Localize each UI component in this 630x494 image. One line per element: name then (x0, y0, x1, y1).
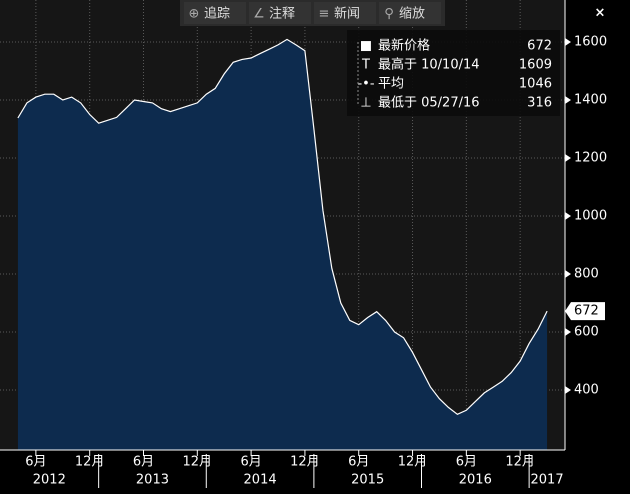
toolbar-button[interactable] (249, 2, 311, 24)
legend-label: 平均 (378, 77, 404, 92)
legend-label: 最新价格 (378, 38, 430, 54)
x-tick-label: 12月 (398, 455, 428, 470)
y-tick-label: 1600 (574, 35, 607, 50)
x-tick-label: 12月 (290, 455, 320, 470)
x-tick-label: 12月 (75, 455, 105, 470)
x-tick-label: 12月 (505, 455, 535, 470)
x-tick-label: 6月 (25, 455, 46, 470)
x-tick-label: 12月 (183, 455, 213, 470)
y-tick-label: 1400 (574, 93, 607, 108)
y-tick-label: 400 (574, 382, 599, 397)
legend-value: 672 (527, 39, 552, 54)
toolbar-button[interactable] (379, 2, 441, 24)
year-label: 2015 (351, 473, 384, 488)
legend-icon: ⊥ (360, 96, 371, 111)
line (17, 38, 548, 415)
legend-box (347, 30, 560, 116)
legend-value: 1609 (519, 58, 552, 73)
toolbar-icon: ≡ (319, 7, 330, 22)
y-tick-mark (565, 327, 571, 336)
legend-label: 最高于 10/10/14 (378, 57, 480, 73)
toolbar-icon: ⊕ (189, 7, 200, 22)
toolbar-button-label[interactable]: 新闻 (334, 6, 360, 22)
year-label: 2016 (459, 473, 492, 488)
y-tick-mark (565, 212, 571, 221)
legend-icon: -•- (357, 77, 374, 92)
year-label: 2013 (136, 473, 169, 488)
legend-icon: ■ (360, 39, 372, 54)
year-label: 2014 (244, 473, 277, 488)
toolbar-button-label[interactable]: 缩放 (399, 6, 425, 22)
year-label: 2012 (33, 473, 66, 488)
toolbar-button[interactable] (314, 2, 376, 24)
toolbar-icon: ⚲ (384, 7, 394, 22)
toolbar-button-label[interactable]: 注释 (269, 7, 295, 22)
toolbar-button[interactable] (184, 2, 246, 24)
last-value-label: 672 (574, 304, 599, 319)
y-tick-mark (565, 270, 571, 279)
x-tick-label: 6月 (240, 455, 261, 470)
last-value-box (565, 302, 605, 321)
toolbar-icon: ∠ (253, 7, 265, 22)
y-tick-label: 600 (574, 324, 599, 339)
y-tick-label: 1200 (574, 151, 607, 166)
legend-label: 最低于 05/27/16 (378, 96, 480, 111)
y-tick-label: 1000 (574, 209, 607, 224)
y-tick-mark (565, 154, 571, 163)
area-fill (17, 39, 548, 451)
y-tick-mark (565, 96, 571, 105)
y-tick-mark (565, 385, 571, 394)
x-tick-label: 6月 (133, 455, 154, 470)
legend-value: 316 (527, 96, 552, 111)
toolbar-button-label[interactable]: 追踪 (204, 6, 230, 22)
y-tick-mark (565, 38, 571, 47)
x-tick-label: 6月 (456, 455, 477, 470)
legend-value: 1046 (519, 77, 552, 92)
close-button[interactable]: × (595, 6, 606, 21)
y-tick-label: 800 (574, 267, 599, 282)
x-tick-label: 6月 (348, 455, 369, 470)
year-label: 2017 (531, 473, 564, 488)
legend-icon: T (361, 58, 370, 73)
